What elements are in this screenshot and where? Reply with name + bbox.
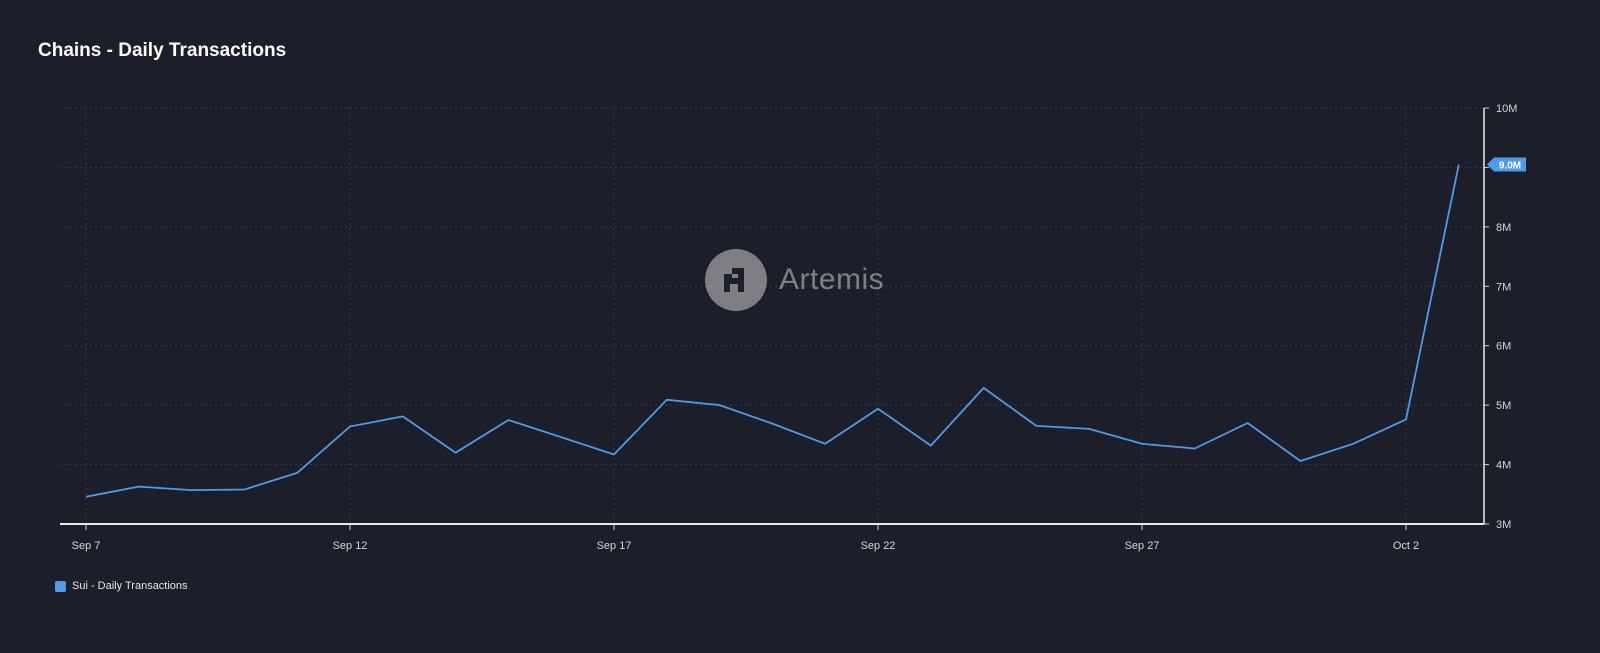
y-tick-label: 3M (1496, 519, 1511, 531)
x-tick-label: Sep 12 (333, 540, 368, 552)
artemis-logo-icon (705, 249, 767, 311)
artemis-watermark: Artemis (705, 249, 884, 311)
data-point[interactable] (717, 403, 722, 408)
x-tick-label: Sep 7 (72, 540, 101, 552)
x-tick-label: Oct 2 (1393, 540, 1419, 552)
data-point[interactable] (664, 397, 669, 402)
data-point[interactable] (1087, 426, 1092, 431)
y-tick-label: 7M (1496, 281, 1511, 293)
watermark-text: Artemis (779, 263, 885, 296)
data-point[interactable] (559, 435, 564, 440)
data-point[interactable] (823, 441, 828, 446)
last-value-label: 9.0M (1499, 160, 1521, 171)
x-tick-label: Sep 17 (597, 540, 632, 552)
data-point[interactable] (189, 488, 194, 493)
x-tick-label: Sep 22 (861, 540, 896, 552)
chart-legend[interactable]: Sui - Daily Transactions (55, 580, 188, 592)
data-point[interactable] (1351, 441, 1356, 446)
data-point[interactable] (981, 385, 986, 390)
y-tick-label: 6M (1496, 341, 1511, 353)
y-tick-label: 4M (1496, 460, 1511, 472)
y-tick-label: 5M (1496, 400, 1511, 412)
data-point[interactable] (506, 418, 511, 423)
last-value-tag (1487, 157, 1526, 172)
data-point[interactable] (928, 443, 933, 448)
data-point[interactable] (84, 494, 89, 499)
series-line-sui[interactable] (85, 164, 1460, 498)
data-point[interactable] (453, 450, 458, 455)
data-point[interactable] (1140, 441, 1145, 446)
data-point[interactable] (242, 487, 247, 492)
data-point[interactable] (1192, 446, 1197, 451)
data-point[interactable] (1404, 417, 1409, 422)
data-point[interactable] (1298, 459, 1303, 464)
chart-title: Chains - Daily Transactions (38, 40, 287, 61)
legend-swatch (55, 580, 66, 592)
legend-label: Sui - Daily Transactions (72, 580, 188, 592)
last-value-marker: 9.0M (1487, 157, 1526, 172)
data-point[interactable] (876, 406, 881, 411)
data-point[interactable] (1456, 162, 1461, 167)
data-point[interactable] (1245, 420, 1250, 425)
data-point[interactable] (770, 421, 775, 426)
x-tick-label: Sep 27 (1125, 540, 1160, 552)
data-point[interactable] (400, 414, 405, 419)
data-point[interactable] (612, 452, 617, 457)
y-tick-label: 8M (1496, 222, 1511, 234)
data-point[interactable] (295, 470, 300, 475)
data-point[interactable] (136, 484, 141, 489)
data-point[interactable] (348, 424, 353, 429)
y-tick-label: 10M (1496, 103, 1517, 115)
data-point[interactable] (1034, 423, 1039, 428)
